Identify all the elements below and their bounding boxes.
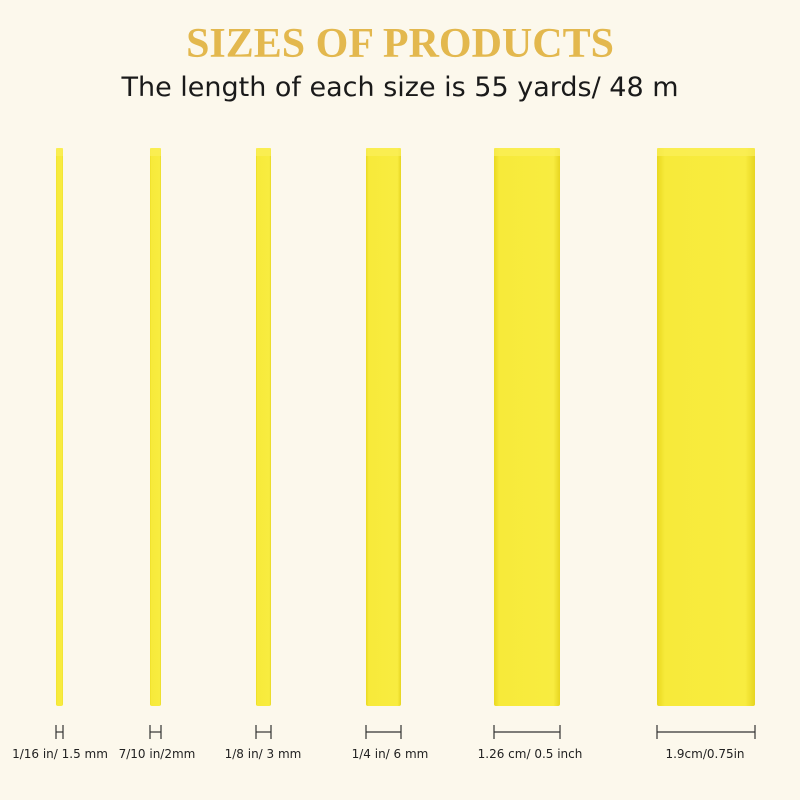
- tape: [150, 148, 161, 706]
- tape: [657, 148, 755, 706]
- size-label: 1.9cm/0.75in: [665, 747, 744, 761]
- tape: [256, 148, 271, 706]
- size-label: 1/4 in/ 6 mm: [352, 747, 429, 761]
- tape: [56, 148, 63, 706]
- subtitle: The length of each size is 55 yards/ 48 …: [120, 72, 678, 103]
- size-label: 7/10 in/2mm: [119, 747, 196, 761]
- title: SIZES OF PRODUCTS: [186, 21, 614, 67]
- size-label: 1.26 cm/ 0.5 inch: [478, 747, 583, 761]
- size-label: 1/16 in/ 1.5 mm: [12, 747, 108, 761]
- tape-top: [150, 148, 161, 156]
- tape: [494, 148, 560, 706]
- tape-top: [657, 148, 755, 156]
- size-label: 1/8 in/ 3 mm: [225, 747, 302, 761]
- tape-top: [256, 148, 271, 156]
- tapes: 1/16 in/ 1.5 mm 7/10 in/2mm 1/8 in/ 3 mm 1/…: [12, 148, 756, 761]
- tape-top: [494, 148, 560, 156]
- tape-top: [366, 148, 401, 156]
- tape: [366, 148, 401, 706]
- tape-top: [56, 148, 63, 156]
